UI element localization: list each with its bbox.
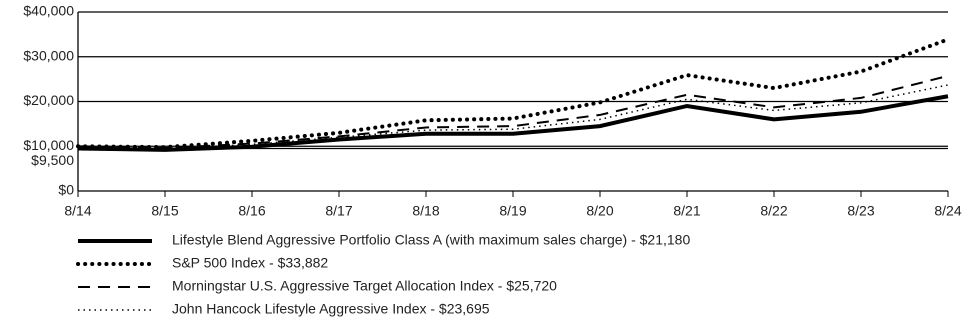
y-tick-label: $40,000 [23, 3, 74, 19]
x-tick-label: 8/24 [934, 203, 961, 219]
legend-label: Lifestyle Blend Aggressive Portfolio Cla… [172, 232, 690, 248]
legend-label: John Hancock Lifestyle Aggressive Index … [172, 301, 490, 317]
x-tick-label: 8/19 [499, 203, 526, 219]
y-tick-label: $0 [58, 182, 74, 198]
series-line [77, 94, 949, 152]
x-tick-label: 8/17 [325, 203, 352, 219]
y-tick-label: $30,000 [23, 47, 74, 63]
series-line [76, 37, 950, 150]
x-tick-label: 8/15 [151, 203, 178, 219]
legend-label: S&P 500 Index - $33,882 [172, 255, 328, 271]
y-tick-label: $20,000 [23, 92, 74, 108]
series-line [77, 84, 949, 150]
x-tick-label: 8/20 [586, 203, 613, 219]
x-tick-label: 8/21 [673, 203, 700, 219]
x-tick-label: 8/22 [760, 203, 787, 219]
x-tick-label: 8/14 [64, 203, 91, 219]
x-tick-label: 8/16 [238, 203, 265, 219]
x-tick-label: 8/18 [412, 203, 439, 219]
series-line [77, 74, 949, 150]
y-tick-label: $9,500 [31, 152, 74, 168]
x-tick-label: 8/23 [847, 203, 874, 219]
legend-label: Morningstar U.S. Aggressive Target Alloc… [172, 278, 557, 294]
y-tick-label: $10,000 [23, 137, 74, 153]
